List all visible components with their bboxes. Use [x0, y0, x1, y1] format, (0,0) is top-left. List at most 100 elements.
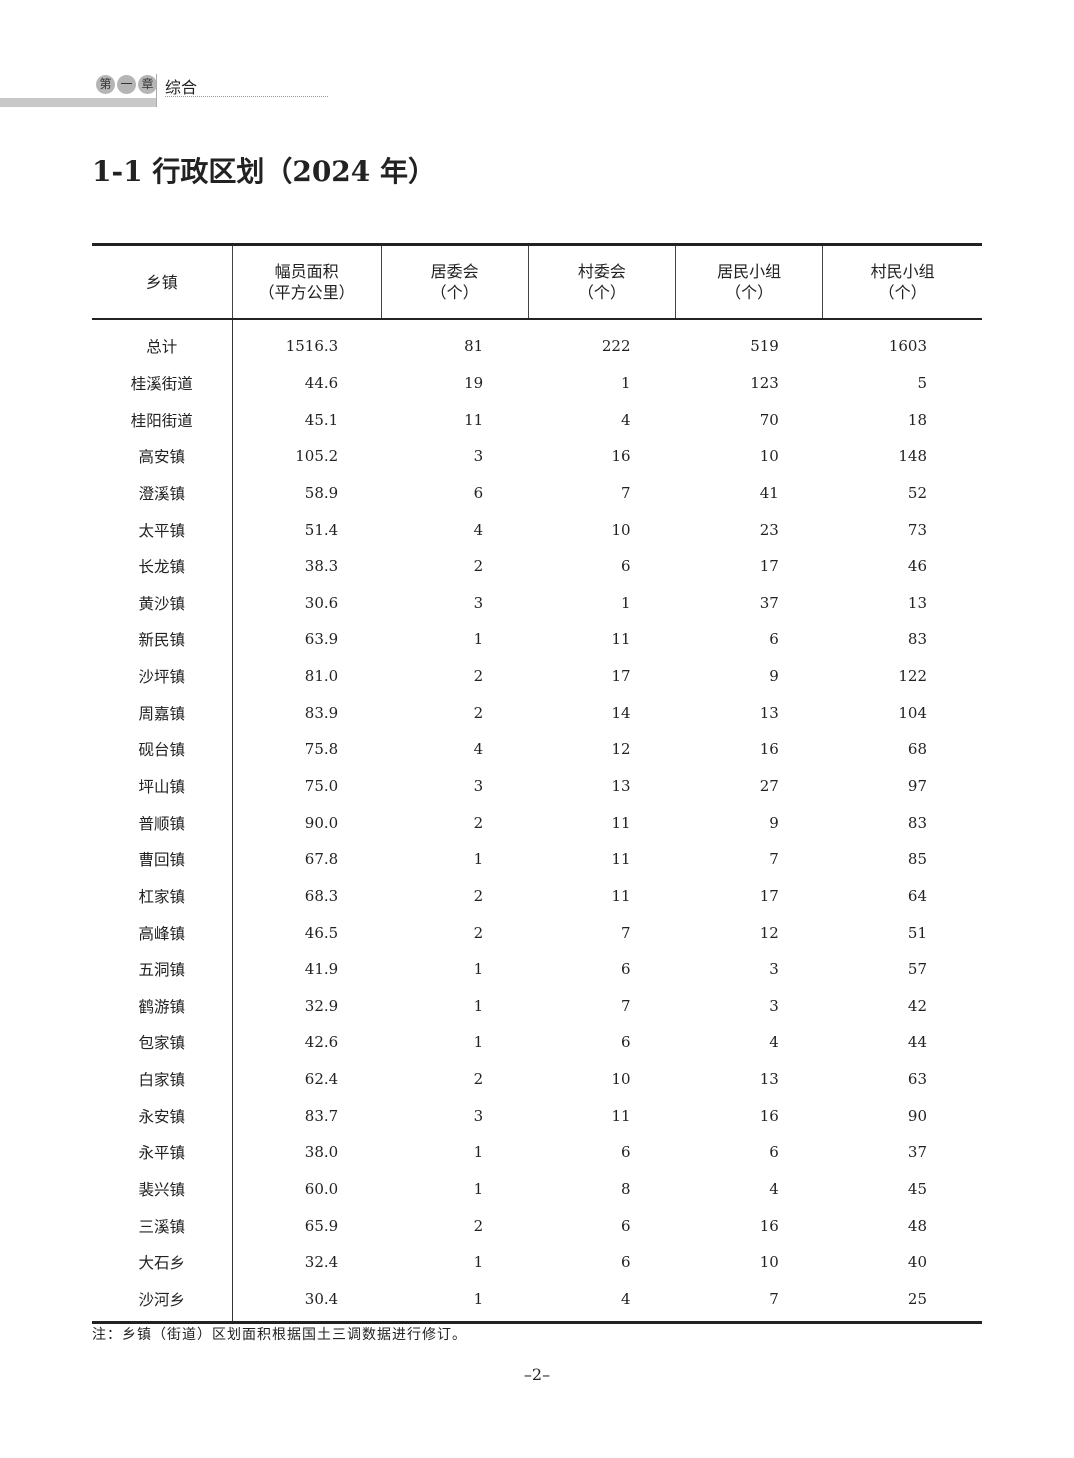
- row-label: 澄溪镇: [92, 474, 233, 512]
- table-cell: 4: [528, 1280, 676, 1325]
- row-label: 曹回镇: [92, 840, 233, 878]
- row-label: 白家镇: [92, 1060, 233, 1098]
- table-row: 三溪镇 65.9 2 6 16 48: [92, 1207, 982, 1245]
- column-header-text: 乡镇: [145, 272, 178, 292]
- page-title: 1-1 行政区划（2024 年）: [92, 155, 437, 188]
- table-cell: 1: [473, 1033, 484, 1052]
- column-header-text: （个）: [725, 283, 774, 302]
- table-cell: 3: [473, 447, 484, 466]
- table-cell: 7: [620, 996, 631, 1015]
- table-cell: 6: [473, 483, 484, 502]
- table-cell: 6: [620, 1143, 631, 1162]
- table-row: 黄沙镇 30.6 3 1 37 13: [92, 584, 982, 622]
- table-cell: 11: [611, 850, 631, 869]
- table-row: 桂溪街道 44.6 19 1 123 5: [92, 364, 982, 402]
- table-cell: 60.0: [304, 1180, 339, 1199]
- table-cell: 73: [907, 520, 927, 539]
- table-cell: 122: [898, 667, 927, 686]
- table-cell: 83.7: [304, 1106, 339, 1125]
- table-cell: 16: [759, 1106, 779, 1125]
- table-cell: 7: [769, 850, 779, 869]
- table-row: 沙坪镇 81.0 2 17 9 122: [92, 657, 982, 695]
- table-cell: 68: [907, 740, 927, 759]
- table-cell: 52: [907, 483, 927, 502]
- table-cell: 1: [473, 1143, 484, 1162]
- table-cell: 83.9: [304, 703, 339, 722]
- chapter-char: 章: [138, 75, 157, 94]
- table-cell: 4: [473, 740, 484, 759]
- table-cell: 38.0: [304, 1143, 339, 1162]
- table-row: 大石乡 32.4 1 6 10 40: [92, 1244, 982, 1281]
- row-label: 普顺镇: [92, 804, 233, 841]
- table-cell: 51.4: [304, 520, 339, 539]
- table-cell: 11: [611, 630, 631, 649]
- table-cell: 68.3: [304, 886, 339, 905]
- table-cell: 16: [611, 447, 631, 466]
- table-row: 裴兴镇 60.0 1 8 4 45: [92, 1170, 982, 1208]
- table-cell: 105.2: [295, 447, 339, 466]
- table-cell: 90: [907, 1106, 927, 1125]
- column-header: 村委会 （个）: [527, 243, 676, 320]
- table-row: 太平镇 51.4 4 10 23 73: [92, 511, 982, 548]
- table-cell: 75.8: [304, 740, 339, 759]
- table-cell: 3: [769, 960, 779, 979]
- table-cell: 9: [769, 667, 779, 686]
- table-cell: 45.1: [304, 410, 339, 429]
- table-row: 长龙镇 38.3 2 6 17 46: [92, 547, 982, 585]
- table-cell: 13: [759, 703, 779, 722]
- table-row: 曹回镇 67.8 1 11 7 85: [92, 840, 982, 878]
- table-cell: 10: [759, 447, 779, 466]
- row-label: 杠家镇: [92, 877, 233, 915]
- table-cell: 42: [907, 996, 927, 1015]
- table-row: 永安镇 83.7 3 11 16 90: [92, 1097, 982, 1135]
- table-cell: 148: [898, 447, 927, 466]
- table-cell: 23: [759, 520, 779, 539]
- table-cell: 12: [611, 740, 631, 759]
- table-cell: 6: [620, 1253, 631, 1272]
- table-cell: 63: [907, 1070, 927, 1089]
- table-cell: 11: [611, 813, 631, 832]
- header-divider: [156, 74, 157, 107]
- table-cell: 12: [759, 923, 779, 942]
- table-cell: 6: [769, 1143, 779, 1162]
- table-row: 永平镇 38.0 1 6 6 37: [92, 1134, 982, 1171]
- table-cell: 4: [620, 410, 631, 429]
- table-cell: 46.5: [304, 923, 339, 942]
- data-table: 乡镇 幅员面积 （平方公里） 居委会 （个） 村委会 （个） 居民小组 （个） 村民小组 （个） 总…: [92, 243, 982, 1325]
- table-cell: 3: [473, 1106, 484, 1125]
- table-cell: 64: [907, 886, 927, 905]
- table-row: 周嘉镇 83.9 2 14 13 104: [92, 694, 982, 732]
- chapter-label: 第 一 章: [96, 75, 157, 94]
- table-row: 总计 1516.3 81 222 519 1603: [92, 319, 982, 365]
- table-cell: 3: [473, 593, 484, 612]
- table-cell: 1: [381, 1280, 529, 1325]
- column-header: 居民小组 （个）: [675, 243, 823, 320]
- table-cell: 7: [620, 923, 631, 942]
- table-cell: 83: [907, 630, 927, 649]
- table-cell: 2: [473, 703, 484, 722]
- table-cell: 30.6: [304, 593, 339, 612]
- table-cell: 19: [464, 373, 484, 392]
- chapter-char: 一: [117, 75, 136, 94]
- column-header-text: 居民小组: [717, 262, 782, 281]
- table-cell: 70: [759, 410, 779, 429]
- table-row: 高峰镇 46.5 2 7 12 51: [92, 914, 982, 951]
- column-header-text: （个）: [430, 283, 479, 302]
- row-label: 裴兴镇: [92, 1170, 233, 1208]
- table-cell: 10: [759, 1253, 779, 1272]
- column-header: 幅员面积 （平方公里）: [231, 243, 382, 320]
- table-cell: 6: [620, 557, 631, 576]
- table-cell: 67.8: [304, 850, 339, 869]
- table-cell: 57: [907, 960, 927, 979]
- table-cell: 97: [907, 777, 927, 795]
- table-cell: 1: [473, 1180, 484, 1199]
- table-cell: 51: [907, 923, 927, 942]
- table-cell: 13: [759, 1070, 779, 1089]
- table-cell: 2: [473, 667, 484, 686]
- table-cell: 2: [473, 557, 484, 576]
- table-cell: 38.3: [304, 557, 339, 576]
- row-label: 永平镇: [92, 1134, 233, 1171]
- table-cell: 5: [917, 373, 927, 392]
- table-cell: 16: [759, 740, 779, 759]
- row-label: 新民镇: [92, 621, 233, 658]
